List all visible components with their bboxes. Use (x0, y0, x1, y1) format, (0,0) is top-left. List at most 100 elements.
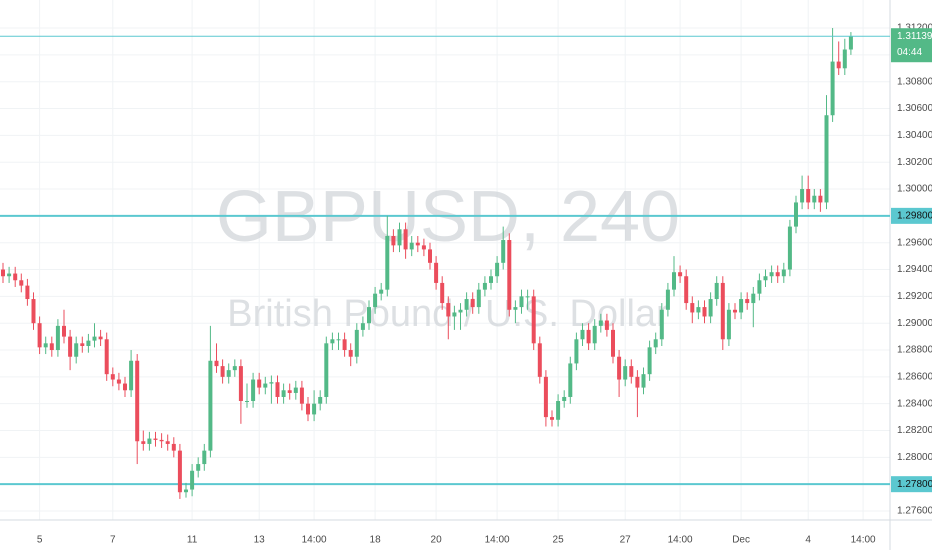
axis-labels: 1.312001.310001.308001.306001.304001.302… (37, 23, 932, 546)
candle-body (324, 343, 329, 397)
candle-body (586, 329, 591, 344)
x-tick-label: 4 (805, 535, 811, 546)
candle-body (251, 379, 256, 402)
candle-body (238, 366, 243, 402)
candle-body (806, 189, 811, 203)
candle-body (80, 343, 85, 346)
candle-body (495, 262, 500, 277)
x-tick-label: Dec (732, 535, 750, 546)
x-tick-label: 18 (370, 535, 382, 546)
y-tick-label: 1.30000 (897, 184, 932, 195)
candle-body (159, 439, 164, 442)
candle-body (653, 339, 658, 348)
candle-body (299, 387, 304, 404)
y-tick-label: 1.31200 (897, 23, 932, 34)
candle-body (696, 307, 701, 313)
candle-body (641, 374, 646, 388)
candle-body (537, 343, 542, 377)
candle-body (367, 307, 371, 324)
candle-body (1, 269, 5, 277)
candle-body (751, 293, 756, 304)
candle-body (245, 401, 249, 403)
level-label-bg (891, 207, 932, 224)
candle-body (464, 299, 469, 310)
candle-body (354, 329, 359, 357)
candle-body (836, 61, 841, 69)
y-tick-label: 1.30800 (897, 76, 932, 87)
candle-body (336, 339, 341, 341)
candle-body (269, 382, 274, 384)
candle-body (257, 379, 262, 388)
candle-body (86, 340, 91, 346)
candle-body (116, 379, 121, 384)
y-tick-label: 1.29200 (897, 291, 932, 302)
candle-body (428, 249, 432, 263)
candle-body (226, 370, 231, 377)
candle-body (360, 323, 365, 330)
candle-body (611, 329, 615, 357)
candle-body (147, 438, 152, 444)
candle-body (714, 282, 719, 300)
candle-body (123, 383, 127, 391)
y-tick-label: 1.30400 (897, 130, 932, 141)
candle-body (476, 289, 481, 308)
candle-body (550, 417, 554, 420)
candle-body (153, 438, 158, 440)
candle-body (373, 293, 378, 308)
candle-body (214, 360, 219, 367)
candle-body (403, 229, 408, 250)
candle-body (501, 240, 506, 263)
candle-body (232, 366, 237, 371)
last-price-label: 1.31139 (897, 31, 932, 42)
candle-body (543, 376, 548, 418)
candle-body (165, 441, 170, 444)
x-tick-label: 11 (187, 535, 198, 546)
candle-body (562, 396, 567, 402)
candle-body (409, 242, 414, 250)
candle-body (757, 280, 762, 294)
candle-body (672, 272, 676, 290)
candle-body (68, 336, 73, 357)
candle-body (659, 309, 664, 340)
candle-body (574, 339, 579, 364)
candle-body (800, 189, 805, 203)
candle-body (220, 366, 225, 377)
x-tick-label: 13 (254, 535, 266, 546)
candle-body (110, 374, 115, 380)
y-tick-label: 1.28200 (897, 425, 932, 436)
candle-body (568, 363, 573, 397)
candle-body (25, 285, 30, 300)
candle-body (141, 441, 146, 444)
candle-body (177, 450, 182, 493)
candle-body (37, 323, 42, 348)
y-tick-label: 1.30200 (897, 157, 932, 168)
candle-body (19, 280, 24, 286)
candle-body (842, 49, 847, 69)
last-price-bg (891, 28, 932, 63)
candle-body (775, 272, 780, 277)
candle-body (665, 289, 670, 310)
level-label: 1.29800 (897, 211, 932, 222)
candle-body (629, 366, 634, 377)
y-tick-label: 1.28800 (897, 345, 932, 356)
candle-body (171, 443, 176, 451)
x-tick-label: 5 (37, 535, 43, 546)
candle-body (739, 299, 744, 313)
candle-body (98, 336, 103, 340)
candle-body (507, 240, 512, 310)
candle-body (275, 382, 280, 397)
candle-body (580, 329, 585, 340)
candle-body (135, 360, 140, 442)
candle-body (824, 115, 829, 203)
candle-body (379, 289, 384, 294)
x-tick-label: 14:00 (668, 535, 693, 546)
candle-body (733, 309, 737, 313)
candle-body (598, 320, 603, 326)
y-tick-label: 1.29400 (897, 264, 932, 275)
candle-body (104, 339, 109, 375)
level-label: 1.27800 (897, 479, 932, 490)
candle-body (525, 296, 530, 298)
candle-body (62, 325, 66, 337)
candle-body (812, 195, 817, 203)
